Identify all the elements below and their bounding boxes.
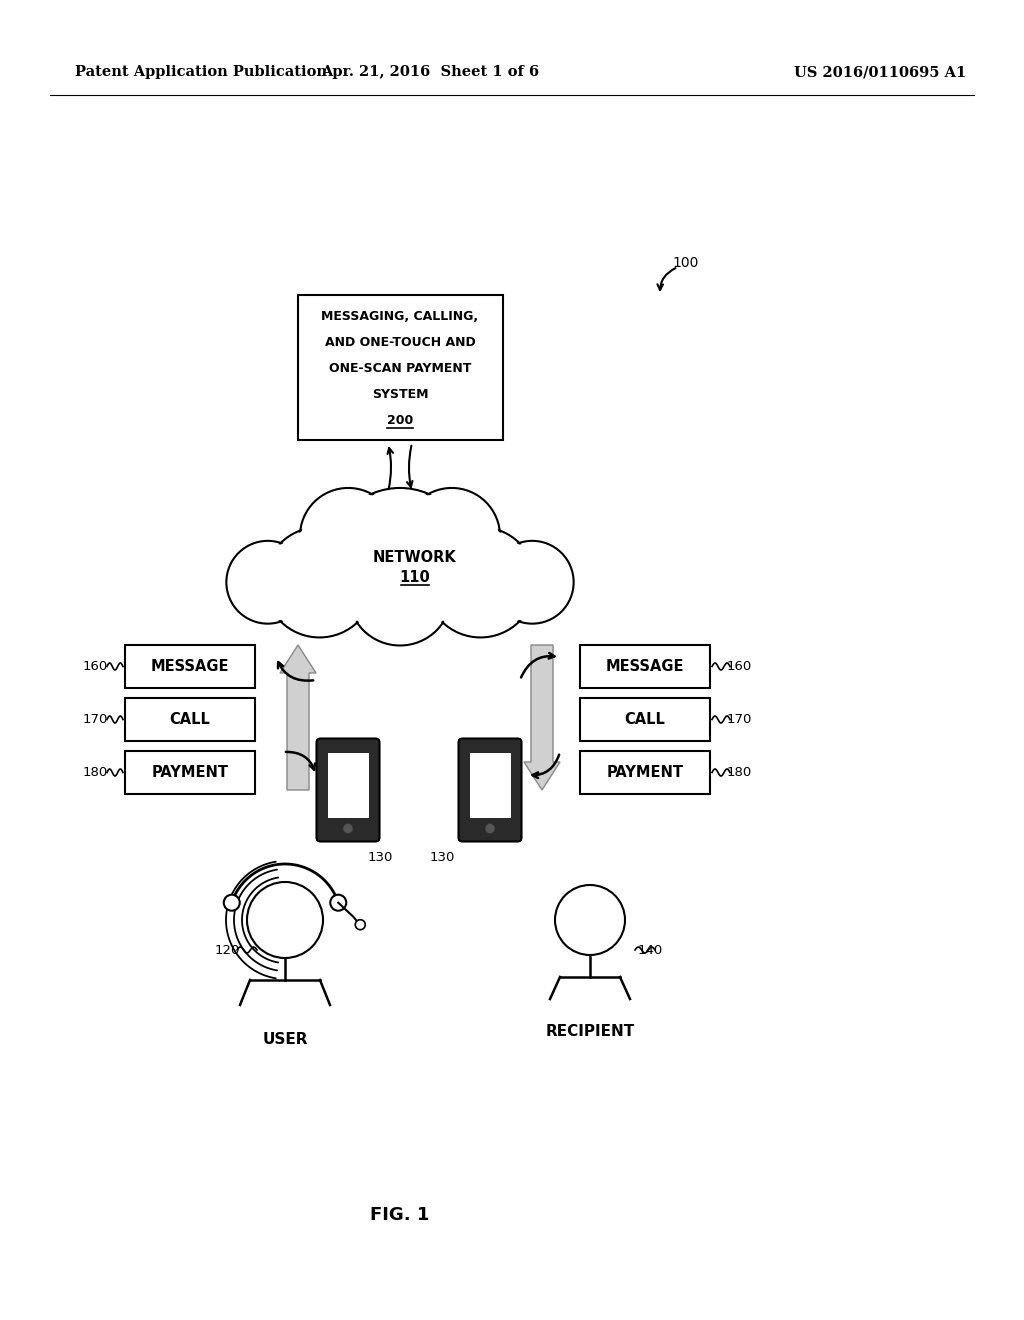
FancyBboxPatch shape [316, 738, 380, 842]
Text: PAYMENT: PAYMENT [152, 766, 228, 780]
Text: 120: 120 [215, 944, 241, 957]
Text: NETWORK: NETWORK [373, 549, 457, 565]
Text: 180: 180 [83, 766, 109, 779]
Circle shape [343, 824, 353, 833]
Text: 130: 130 [430, 851, 455, 865]
Circle shape [490, 541, 573, 623]
Circle shape [348, 543, 452, 645]
Circle shape [427, 529, 534, 636]
Polygon shape [524, 645, 560, 789]
Polygon shape [280, 645, 316, 789]
Text: 140: 140 [638, 944, 663, 957]
Circle shape [331, 490, 470, 628]
Text: SYSTEM: SYSTEM [372, 388, 428, 401]
Circle shape [493, 543, 572, 622]
Text: 130: 130 [368, 851, 393, 865]
Text: 100: 100 [672, 256, 698, 271]
Bar [328, 752, 369, 817]
Circle shape [223, 895, 240, 911]
Circle shape [247, 882, 323, 958]
Circle shape [331, 895, 346, 911]
Circle shape [302, 490, 395, 583]
Bar [125, 698, 255, 741]
Text: USER: USER [262, 1032, 308, 1048]
Text: 200: 200 [387, 414, 413, 428]
Bar [580, 751, 710, 795]
Bar [580, 645, 710, 688]
Text: MESSAGING, CALLING,: MESSAGING, CALLING, [322, 310, 478, 323]
Circle shape [406, 490, 499, 583]
Circle shape [350, 544, 450, 644]
Circle shape [329, 488, 471, 631]
Text: MESSAGE: MESSAGE [151, 659, 229, 675]
Circle shape [226, 541, 309, 623]
Text: 180: 180 [727, 766, 752, 779]
Text: 170: 170 [83, 713, 109, 726]
Text: ONE-SCAN PAYMENT: ONE-SCAN PAYMENT [329, 363, 471, 375]
FancyBboxPatch shape [459, 738, 521, 842]
Circle shape [555, 884, 625, 954]
Text: Apr. 21, 2016  Sheet 1 of 6: Apr. 21, 2016 Sheet 1 of 6 [321, 65, 539, 79]
Text: PAYMENT: PAYMENT [606, 766, 683, 780]
Circle shape [266, 529, 373, 636]
Text: CALL: CALL [170, 711, 211, 727]
Bar [580, 698, 710, 741]
Circle shape [300, 488, 396, 585]
Text: 110: 110 [399, 570, 430, 586]
Bar [469, 752, 511, 817]
Text: RECIPIENT: RECIPIENT [546, 1024, 635, 1040]
Circle shape [228, 543, 307, 622]
Text: US 2016/0110695 A1: US 2016/0110695 A1 [794, 65, 966, 79]
Bar [125, 751, 255, 795]
Bar [298, 294, 503, 440]
Circle shape [264, 527, 375, 638]
Text: AND ONE-TOUCH AND: AND ONE-TOUCH AND [325, 337, 475, 350]
Text: FIG. 1: FIG. 1 [371, 1206, 430, 1224]
Text: 160: 160 [727, 660, 752, 673]
Bar [125, 645, 255, 688]
Text: 160: 160 [83, 660, 109, 673]
Circle shape [403, 488, 500, 585]
Text: 170: 170 [727, 713, 752, 726]
Text: CALL: CALL [625, 711, 666, 727]
Circle shape [425, 527, 536, 638]
Circle shape [355, 920, 366, 929]
Text: Patent Application Publication: Patent Application Publication [75, 65, 327, 79]
Circle shape [485, 824, 495, 833]
Text: MESSAGE: MESSAGE [606, 659, 684, 675]
